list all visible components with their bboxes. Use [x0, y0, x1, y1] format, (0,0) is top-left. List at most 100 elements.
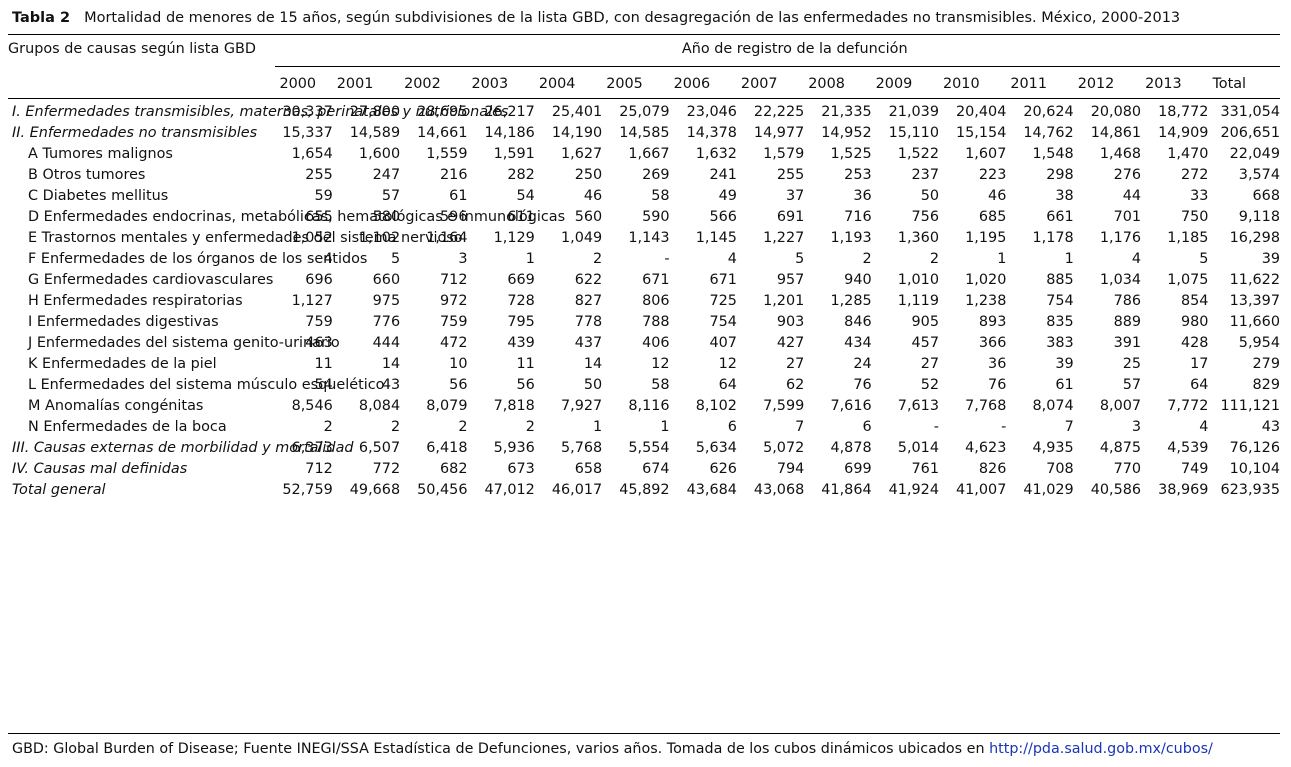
cell-2004: 14	[583, 356, 603, 372]
cell-2013: 1,185	[1167, 230, 1209, 246]
cell-2005: 674	[642, 461, 670, 477]
cell-2008: 36	[853, 188, 872, 204]
cell-2000: 2	[323, 419, 333, 435]
cell-2008: 14,952	[821, 125, 872, 141]
cell-2009: 1,522	[897, 146, 939, 162]
cell-2008: 1,285	[830, 293, 872, 309]
cell-2003: 5,936	[493, 440, 535, 456]
cell-2001: 660	[372, 272, 401, 288]
cell-2003: 47,012	[484, 482, 535, 498]
table-row: G Enfermedades cardiovasculares 696 660 712…	[8, 270, 1280, 291]
bottom-rule	[8, 733, 1280, 734]
table-row: I. Enfermedades transmisibles, maternas,…	[8, 98, 1280, 123]
cell-2001: 14,589	[349, 125, 401, 141]
table-row: A Tumores malignos 1,654 1,600 1,559 1,591 1,…	[8, 144, 1280, 165]
column-header-2002: 2002	[404, 76, 441, 92]
cell-2006: 671	[709, 272, 737, 288]
cell-2000: 15,337	[282, 125, 333, 141]
table-title: Mortalidad de menores de 15 años, según …	[84, 10, 1181, 26]
cell-2004: 1	[593, 419, 603, 435]
cell-2003: 2	[525, 419, 535, 435]
table-row: D Enfermedades endocrinas, metabólicas, …	[8, 207, 1280, 228]
cell-2012: 770	[1113, 461, 1142, 477]
cell-2002: 28,695	[417, 104, 468, 120]
row-label: D Enfermedades endocrinas, metabólicas, …	[28, 209, 566, 225]
table-row: N Enfermedades de la boca 2 2 2 2 1 1 6 7 6 - - 7 3 4 4…	[8, 417, 1280, 438]
cell-2004: 50	[583, 377, 603, 393]
cell-2010: 1,195	[965, 230, 1007, 246]
cell-total: 829	[1252, 377, 1280, 393]
cell-2001: 772	[372, 461, 401, 477]
cell-2013: 14,909	[1158, 125, 1209, 141]
cell-2006: 1,145	[695, 230, 737, 246]
cell-2002: 1,559	[426, 146, 468, 162]
cell-2004: 25,401	[551, 104, 603, 120]
cell-total: 10,104	[1229, 461, 1280, 477]
cell-2013: 750	[1180, 209, 1209, 225]
footnote-link[interactable]: http://pda.salud.gob.mx/cubos/	[989, 741, 1213, 757]
cell-2006: 14,378	[686, 125, 737, 141]
cell-2005: 5,554	[628, 440, 670, 456]
cell-2002: 682	[440, 461, 468, 477]
cell-2009: 15,110	[888, 125, 939, 141]
row-label: N Enfermedades de la boca	[28, 419, 227, 435]
cell-2007: 14,977	[753, 125, 805, 141]
cell-2010: 223	[978, 167, 1007, 183]
cell-2007: 37	[785, 188, 805, 204]
cell-2013: 38,969	[1158, 482, 1209, 498]
cell-2003: 1,129	[493, 230, 535, 246]
cell-2000: 54	[314, 377, 333, 393]
cell-2000: 4	[323, 251, 333, 267]
cell-2006: 725	[709, 293, 737, 309]
cell-total: 22,049	[1229, 146, 1280, 162]
cell-total: 3,574	[1238, 167, 1280, 183]
table-row: I Enfermedades digestivas 759 776 759 795 778…	[8, 312, 1280, 333]
cell-2012: 1,468	[1099, 146, 1142, 162]
cell-2012: 786	[1113, 293, 1142, 309]
cell-2012: 8,007	[1099, 398, 1142, 414]
cell-2013: 17	[1190, 356, 1209, 372]
cell-2007: 255	[776, 167, 805, 183]
cell-total: 76,126	[1229, 440, 1280, 456]
cell-2009: 5,014	[897, 440, 939, 456]
column-header-2010: 2010	[943, 76, 980, 92]
row-label: H Enfermedades respiratorias	[28, 293, 243, 309]
cell-total: 11,660	[1229, 314, 1280, 330]
column-header-2007: 2007	[740, 76, 778, 92]
year-span-header: Año de registro de la defunción	[681, 41, 908, 57]
cell-2011: 4,935	[1032, 440, 1074, 456]
cell-2011: 661	[1046, 209, 1074, 225]
cell-2000: 712	[305, 461, 333, 477]
column-header-2008: 2008	[808, 76, 845, 92]
cell-2013: 18,772	[1158, 104, 1209, 120]
cell-2010: 826	[978, 461, 1007, 477]
cell-2004: 658	[574, 461, 603, 477]
cell-2002: 50,456	[417, 482, 468, 498]
cell-total: 668	[1252, 188, 1280, 204]
cell-2013: 7,772	[1167, 398, 1209, 414]
cell-total: 11,622	[1229, 272, 1280, 288]
cell-2012: 57	[1122, 377, 1142, 393]
cell-2009: -	[933, 419, 939, 435]
cell-2006: 8,102	[695, 398, 737, 414]
column-header-2001: 2001	[336, 76, 374, 92]
cell-2011: 7	[1064, 419, 1074, 435]
cell-2003: 728	[507, 293, 535, 309]
cell-2004: 778	[574, 314, 603, 330]
cell-2012: 391	[1113, 335, 1142, 351]
cell-2009: 457	[911, 335, 939, 351]
cell-2011: 835	[1046, 314, 1074, 330]
cell-2004: 437	[574, 335, 603, 351]
cell-2006: 5,634	[695, 440, 737, 456]
cell-2008: 253	[844, 167, 872, 183]
cell-2007: 22,225	[753, 104, 805, 120]
cell-2011: 708	[1046, 461, 1074, 477]
year-span-rule	[275, 66, 1280, 67]
cell-2002: 10	[449, 356, 468, 372]
cell-2010: 1,238	[965, 293, 1007, 309]
cell-2000: 1,127	[291, 293, 333, 309]
cell-total: 9,118	[1238, 209, 1280, 225]
table-row: H Enfermedades respiratorias 1,127 975 972 7…	[8, 291, 1280, 312]
cell-2007: 957	[776, 272, 805, 288]
